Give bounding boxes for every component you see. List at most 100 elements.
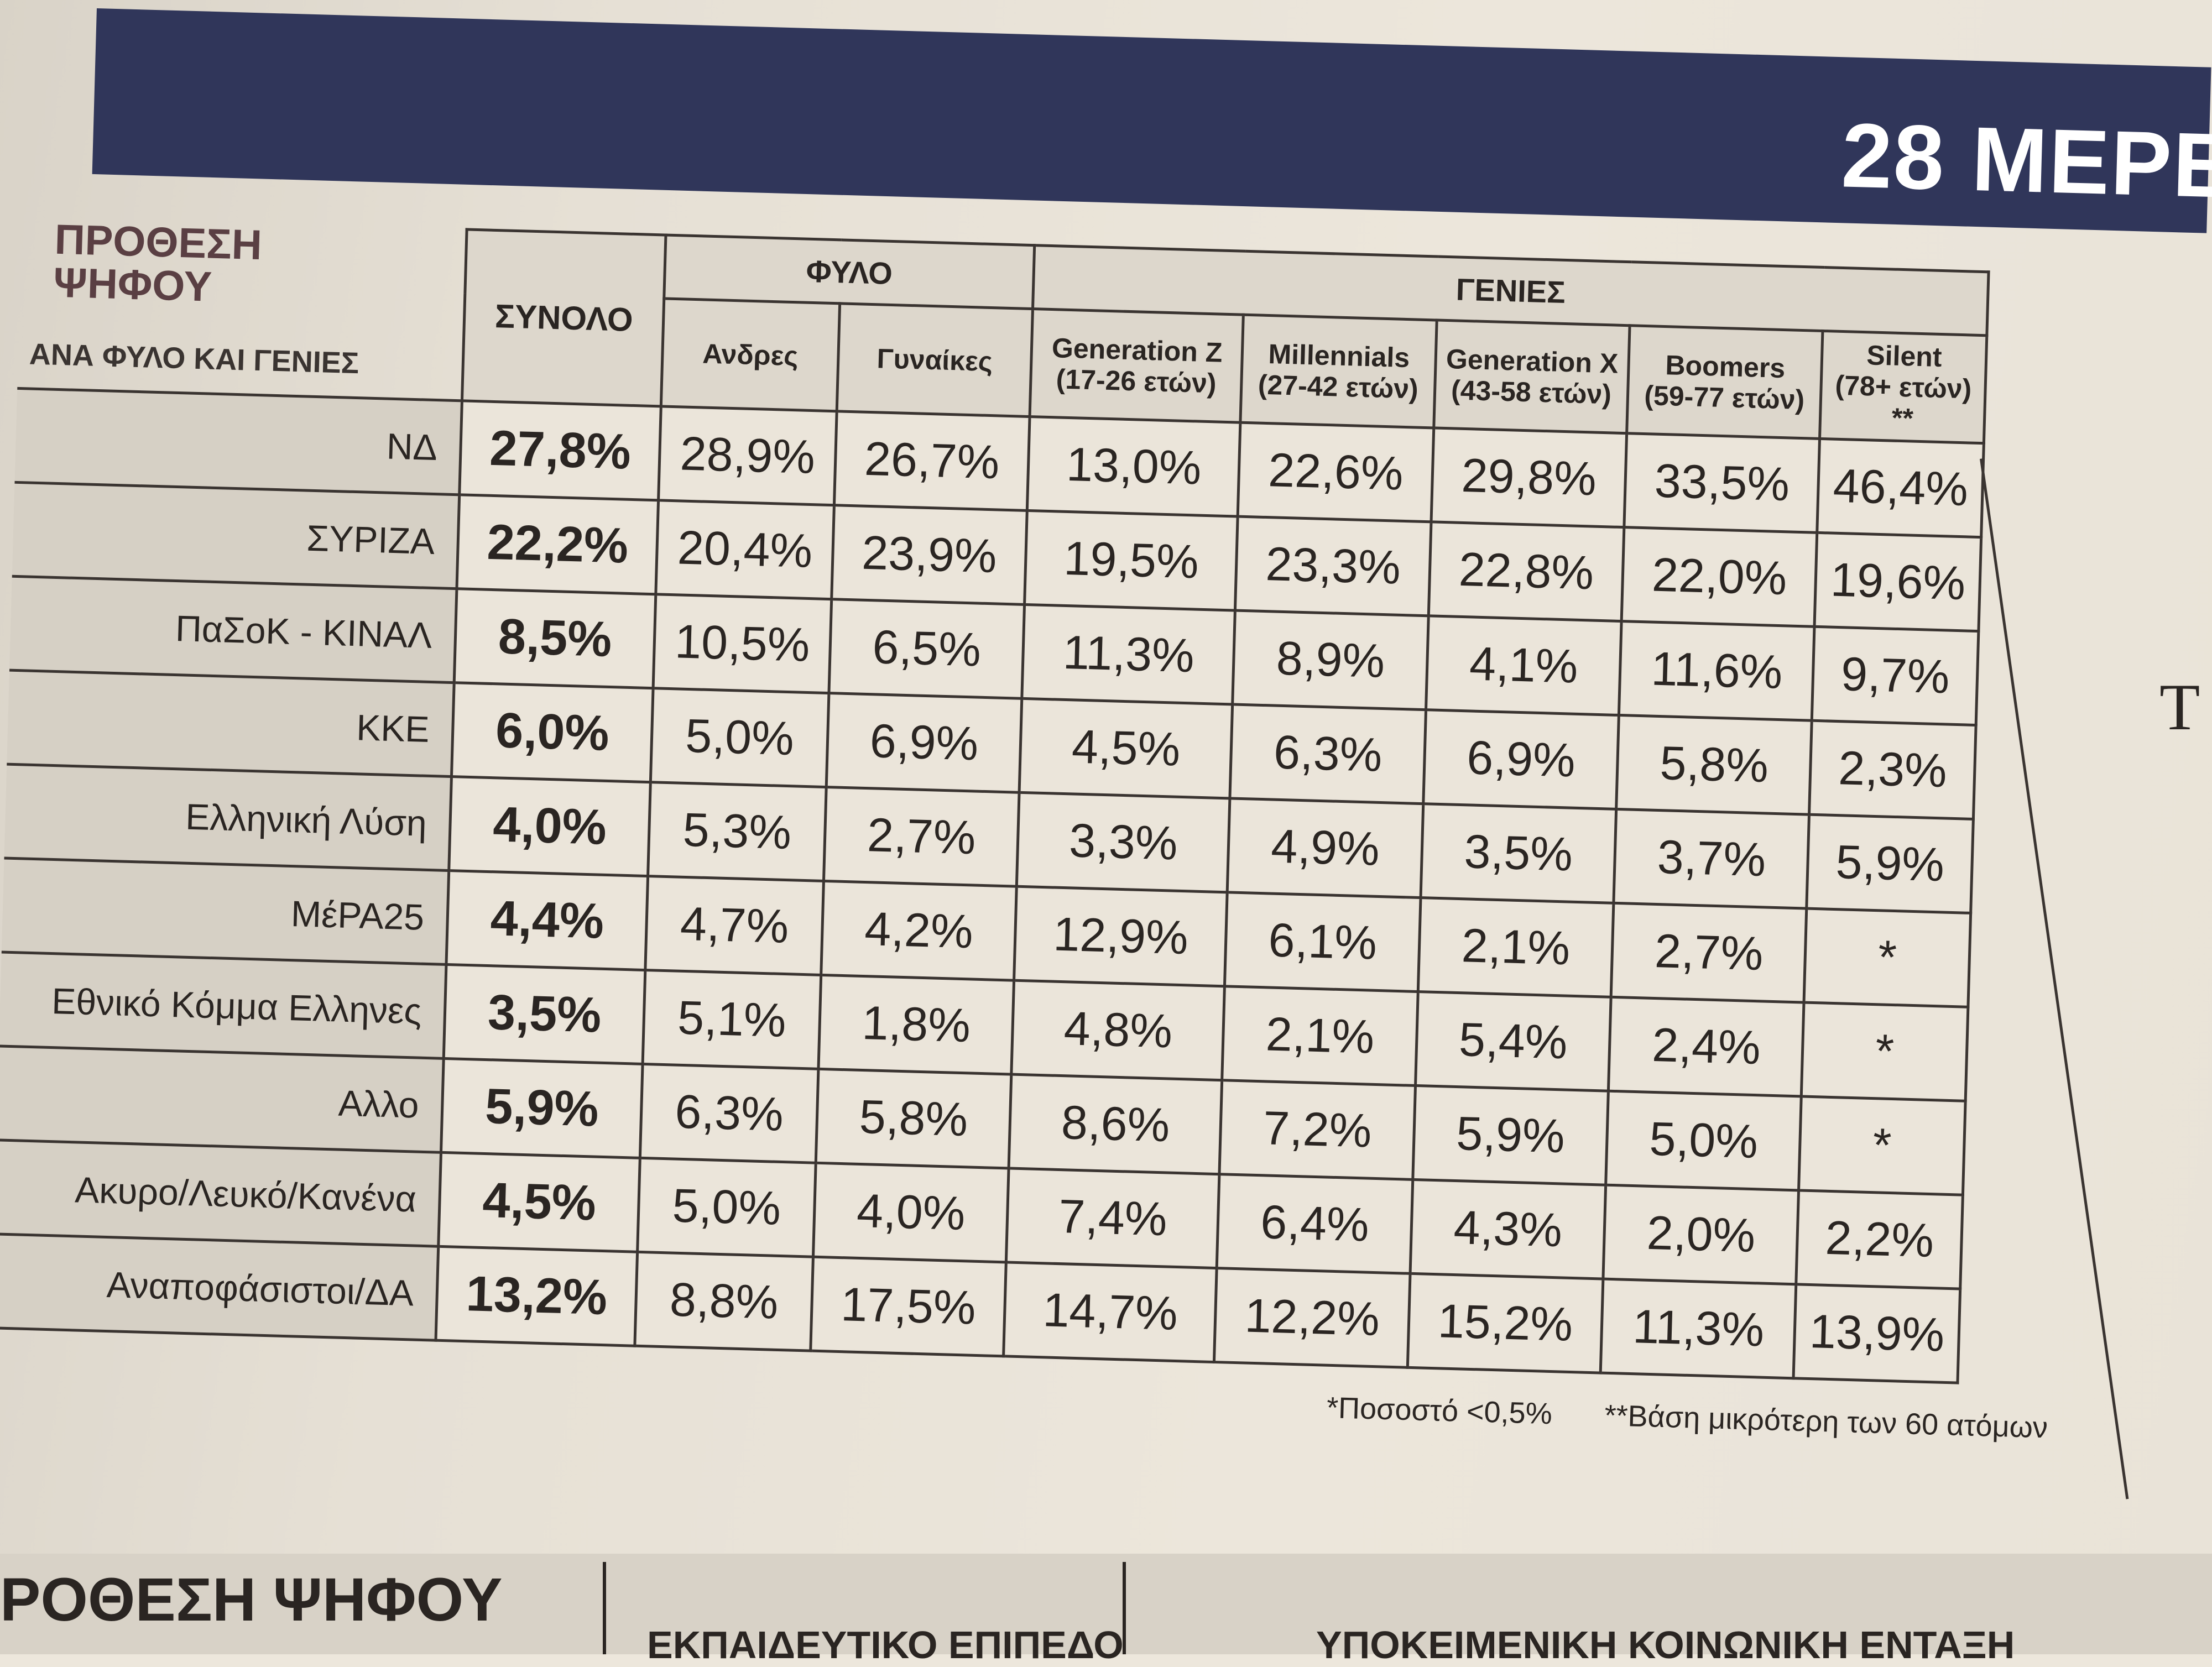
gender-group-header: ΦΥΛΟ <box>664 235 1035 309</box>
column-header-line2: (59-77 ετών) <box>1644 380 1805 416</box>
value-cell: 1,8% <box>818 975 1014 1075</box>
table-title-block: ΠΡΟΘΕΣΗ ΨΗΦΟΥ ΑΝΑ ΦΥΛΟ ΚΑΙ ΓΕΝΙΕΣ <box>17 216 467 400</box>
value-cell: 11,6% <box>1619 621 1815 721</box>
total-cell: 5,9% <box>441 1058 643 1158</box>
table-subtitle: ΑΝΑ ΦΥΛΟ ΚΑΙ ΓΕΝΙΕΣ <box>29 337 360 380</box>
total-cell: 4,0% <box>448 776 651 876</box>
value-cell: 3,3% <box>1016 792 1230 892</box>
value-cell: 5,9% <box>1412 1085 1609 1185</box>
party-label: Εθνικό Κόμμα Ελληνες <box>0 952 447 1059</box>
total-cell: 22,2% <box>457 494 659 594</box>
value-cell: 2,3% <box>1809 720 1976 819</box>
value-cell: * <box>1799 1096 1966 1195</box>
value-cell: 4,9% <box>1227 798 1423 898</box>
column-header: Generation X (43-58 ετών) <box>1433 320 1630 433</box>
party-label: ΝΔ <box>14 388 462 495</box>
value-cell: 14,7% <box>1003 1262 1217 1362</box>
column-header-line2: (27-42 ετών) <box>1258 369 1419 405</box>
value-cell: 13,9% <box>1793 1284 1960 1383</box>
value-cell: 13,0% <box>1027 416 1241 517</box>
column-header-line1: Silent <box>1866 339 1943 373</box>
column-header-line1: Boomers <box>1665 349 1786 384</box>
value-cell: 4,1% <box>1426 615 1622 715</box>
value-cell: 5,8% <box>815 1069 1011 1168</box>
value-cell: 19,6% <box>1814 532 1981 631</box>
column-header: Boomers (59-77 ετών) <box>1626 325 1823 439</box>
value-cell: 15,2% <box>1407 1273 1604 1373</box>
value-cell: 3,7% <box>1613 809 1810 909</box>
bottom-section-band <box>0 1554 2212 1654</box>
value-cell: 17,5% <box>810 1257 1006 1356</box>
value-cell: 4,8% <box>1011 980 1225 1080</box>
value-cell: * <box>1801 1002 1968 1101</box>
total-cell: 27,8% <box>459 400 661 500</box>
bottom-section-title: ΡΟΘΕΣΗ ΨΗΦΟΥ <box>0 1566 503 1634</box>
value-cell: 26,7% <box>834 411 1030 511</box>
value-cell: 33,5% <box>1624 433 1820 533</box>
party-label: Αναποφάσιστοι/ΔΑ <box>0 1234 439 1341</box>
poll-table-container: ΠΡΟΘΕΣΗ ΨΗΦΟΥ ΑΝΑ ΦΥΛΟ ΚΑΙ ΓΕΝΙΕΣ ΣΥΝΟΛΟ… <box>0 216 1990 1487</box>
value-cell: 5,0% <box>650 688 829 787</box>
column-header-line1: Generation X <box>1446 343 1619 379</box>
value-cell: 2,0% <box>1603 1185 1799 1284</box>
value-cell: 23,9% <box>831 505 1027 605</box>
table-body: ΝΔ 27,8% 28,9% 26,7% 13,0% 22,6% 29,8% 33,5% 46,… <box>0 388 1984 1383</box>
value-cell: 2,7% <box>1611 903 1807 1003</box>
table-title: ΠΡΟΘΕΣΗ ΨΗΦΟΥ <box>20 216 466 315</box>
value-cell: 5,8% <box>1616 715 1812 815</box>
adjacent-column-text: Τ <box>2159 670 2200 744</box>
value-cell: 11,3% <box>1021 604 1235 704</box>
bottom-divider-2 <box>1123 1562 1126 1654</box>
column-header-line1: Ανδρες <box>702 338 799 372</box>
value-cell: 5,1% <box>643 970 821 1069</box>
value-cell: 7,4% <box>1006 1168 1220 1268</box>
total-cell: 4,5% <box>438 1152 640 1252</box>
value-cell: 2,1% <box>1417 897 1614 997</box>
party-label: Ακυρο/Λευκό/Κανένα <box>0 1140 441 1247</box>
value-cell: 5,3% <box>648 782 826 881</box>
value-cell: 29,8% <box>1431 427 1627 527</box>
party-label: ΜέΡΑ25 <box>1 858 449 965</box>
value-cell: 6,9% <box>826 693 1022 793</box>
value-cell: 12,9% <box>1014 886 1228 986</box>
value-cell: * <box>1804 908 1971 1007</box>
party-label: ΚΚΕ <box>7 670 455 777</box>
total-header: ΣΥΝΟΛΟ <box>462 229 666 406</box>
value-cell: 6,5% <box>828 599 1025 699</box>
total-cell: 6,0% <box>451 682 654 782</box>
total-cell: 8,5% <box>454 588 656 688</box>
section-title: 28 ΜΕΡΕΣ Π <box>1840 104 2212 221</box>
column-header-line2: (78+ ετών) ** <box>1834 369 1972 434</box>
value-cell: 8,6% <box>1009 1074 1222 1174</box>
poll-table: ΠΡΟΘΕΣΗ ΨΗΦΟΥ ΑΝΑ ΦΥΛΟ ΚΑΙ ΓΕΝΙΕΣ ΣΥΝΟΛΟ… <box>0 216 1990 1384</box>
column-header-line2: (43-58 ετών) <box>1451 374 1612 410</box>
party-label: Αλλο <box>0 1046 444 1153</box>
value-cell: 19,5% <box>1024 510 1238 611</box>
party-label: ΠαΣοΚ - ΚΙΝΑΛ <box>9 576 457 683</box>
value-cell: 6,3% <box>1230 704 1426 804</box>
value-cell: 6,9% <box>1423 709 1619 809</box>
value-cell: 3,5% <box>1420 803 1616 903</box>
value-cell: 10,5% <box>653 594 832 693</box>
column-header: Generation Z (17-26 ετών) <box>1030 309 1244 423</box>
value-cell: 2,2% <box>1796 1190 1963 1289</box>
value-cell: 46,4% <box>1817 438 1984 537</box>
total-cell: 3,5% <box>444 964 645 1064</box>
value-cell: 2,7% <box>823 787 1020 887</box>
value-cell: 5,0% <box>1605 1091 1802 1190</box>
value-cell: 5,0% <box>637 1158 816 1257</box>
total-cell: 13,2% <box>436 1246 638 1346</box>
value-cell: 4,5% <box>1019 698 1233 798</box>
value-cell: 5,9% <box>1807 814 1974 913</box>
value-cell: 8,9% <box>1232 610 1428 710</box>
column-header-line1: Generation Z <box>1051 332 1223 368</box>
value-cell: 2,4% <box>1608 997 1804 1096</box>
value-cell: 2,1% <box>1222 986 1418 1086</box>
column-header-line1: Millennials <box>1267 338 1410 374</box>
value-cell: 28,9% <box>658 406 837 505</box>
value-cell: 4,3% <box>1410 1179 1606 1279</box>
value-cell: 6,4% <box>1217 1174 1413 1274</box>
bottom-divider-1 <box>603 1562 606 1654</box>
column-header-line1: Γυναίκες <box>876 343 993 378</box>
value-cell: 22,6% <box>1238 422 1434 522</box>
